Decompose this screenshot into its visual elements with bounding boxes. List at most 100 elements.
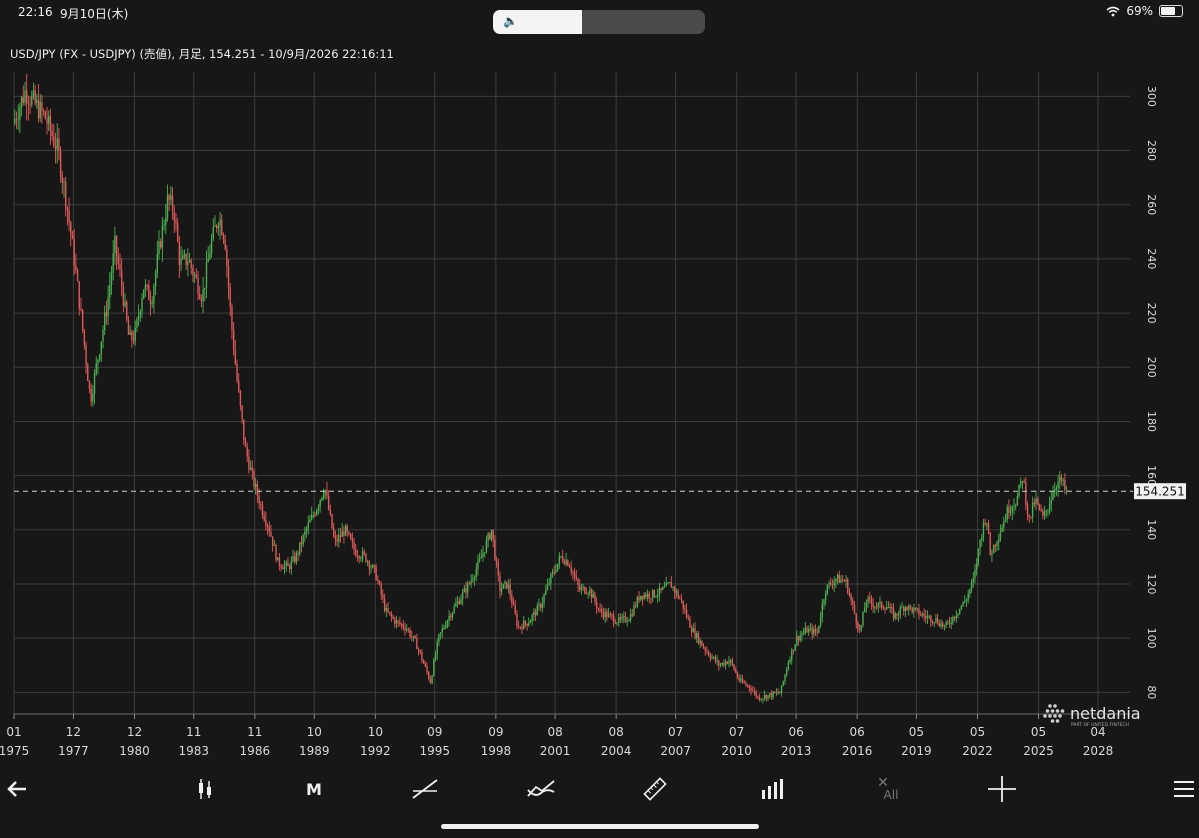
home-indicator[interactable] — [441, 824, 759, 829]
price-chart[interactable]: 80 100 120 140 160 180 200 220 240 260 280 300 01 197… — [0, 60, 1199, 765]
chart-type-button[interactable] — [194, 776, 216, 802]
volume-button[interactable] — [759, 776, 785, 802]
candle-body — [193, 274, 196, 276]
x-tick-month: 10 — [307, 725, 322, 739]
candle-body — [724, 661, 727, 666]
candle-body — [171, 195, 174, 212]
candle-body — [509, 584, 511, 596]
candle-body — [287, 562, 289, 567]
candle-body — [492, 529, 494, 541]
candle-body — [555, 570, 557, 572]
candle-body — [87, 364, 89, 381]
candle-body — [914, 607, 917, 609]
candle-body — [648, 593, 650, 599]
candle-body — [697, 633, 700, 644]
candle-body — [904, 607, 907, 612]
candle-body — [438, 634, 440, 642]
candle-body — [545, 589, 547, 595]
candle-body — [921, 613, 924, 616]
candle-body — [965, 600, 968, 602]
x-tick-month: 12 — [127, 725, 142, 739]
candle-body — [54, 145, 57, 150]
candle-body — [478, 558, 481, 561]
candle-body — [414, 635, 416, 639]
candle-body — [119, 263, 121, 271]
candle-body — [813, 628, 815, 635]
logo-tagline: PART OF UNITED FINTECH — [1071, 722, 1129, 728]
draw-line-button[interactable] — [410, 776, 440, 802]
interval-button[interactable]: M — [306, 779, 322, 799]
candle-body — [389, 612, 391, 614]
candle-body — [161, 225, 164, 248]
candle-body — [1008, 507, 1010, 513]
candle-body — [263, 515, 265, 520]
candle-body — [801, 634, 803, 636]
candle-body — [368, 561, 371, 569]
y-tick-label: 200 — [1145, 357, 1158, 378]
menu-button[interactable] — [1173, 776, 1195, 802]
candle-body — [275, 544, 277, 561]
candle-body — [463, 588, 466, 593]
candle-body — [344, 525, 347, 536]
candle-body — [573, 573, 576, 577]
candle-body — [436, 641, 438, 655]
candle-body — [314, 514, 316, 516]
candle-body — [412, 635, 415, 637]
measure-button[interactable] — [640, 776, 670, 802]
candle-body — [590, 589, 593, 598]
candle-body — [824, 593, 827, 600]
candle-body — [930, 615, 932, 622]
candle-body — [823, 599, 825, 605]
indicator-button[interactable] — [525, 776, 557, 802]
candle-body — [926, 616, 929, 618]
candle-body — [63, 182, 65, 183]
candle-body — [485, 540, 488, 553]
candle-body — [777, 692, 779, 694]
candle-body — [411, 636, 413, 638]
candle-body — [336, 539, 338, 542]
logo-dot — [1058, 714, 1062, 718]
candle-body — [434, 654, 437, 661]
candle-body — [857, 622, 859, 630]
x-tick-month: 01 — [6, 725, 21, 739]
candle-body — [819, 617, 822, 626]
candle-body — [940, 622, 942, 627]
candle-body — [127, 319, 130, 335]
candle-body — [185, 254, 187, 266]
candle-body — [504, 581, 506, 584]
status-bar: 22:16 9月10日(木) 69% — [0, 0, 1199, 26]
candle-body — [1006, 507, 1008, 520]
candle-body — [285, 562, 287, 566]
candle-body — [278, 557, 281, 566]
candle-body — [962, 601, 964, 607]
arrow-left-icon — [7, 781, 26, 797]
candle-body — [109, 285, 111, 298]
candle-body — [349, 533, 352, 539]
candle-body — [1011, 507, 1013, 512]
candle-body — [202, 289, 204, 302]
candle-body — [947, 622, 949, 624]
candle-body — [153, 286, 155, 304]
candle-body — [779, 692, 781, 694]
candle-body — [551, 571, 554, 574]
candle-body — [243, 419, 245, 441]
clear-all-button[interactable]: ✕ All — [871, 776, 903, 802]
candle-body — [689, 618, 691, 628]
candle-body — [853, 604, 856, 614]
last-price-box — [1134, 483, 1186, 500]
candle-body — [49, 115, 52, 131]
candle-body — [95, 363, 97, 374]
candle-body — [324, 490, 326, 495]
candle-body — [628, 620, 630, 622]
back-button[interactable] — [5, 776, 29, 802]
x-tick-month: 07 — [668, 725, 683, 739]
candle-body — [577, 579, 579, 586]
candle-body — [256, 484, 259, 496]
candle-body — [872, 603, 874, 608]
crosshair-button[interactable] — [987, 776, 1017, 802]
candle-body — [713, 656, 715, 658]
candle-body — [748, 685, 751, 688]
logo-dot — [1053, 714, 1057, 718]
y-tick-label: 120 — [1145, 573, 1158, 594]
candle-body — [139, 311, 142, 316]
